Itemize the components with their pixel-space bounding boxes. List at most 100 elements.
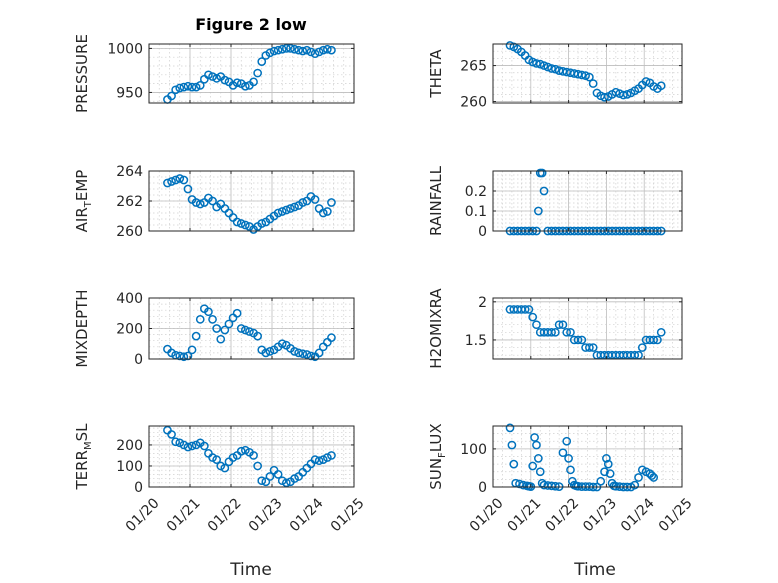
sun_flux-data-point <box>605 469 615 479</box>
sun_flux-data-point <box>562 436 572 446</box>
terr_msl-axes-frame <box>148 425 355 488</box>
pressure-data-point <box>208 72 217 81</box>
theta-data-point <box>622 90 632 99</box>
terr_msl-data-point <box>290 474 299 483</box>
terr_msl-data-point <box>216 461 226 471</box>
mixdepth-data-point <box>327 333 336 342</box>
mixdepth-data-point <box>216 334 226 344</box>
air_temp-data-point <box>290 202 299 212</box>
sun_flux-x-tick-label: 01/20 <box>467 495 507 535</box>
mixdepth-data-point <box>261 348 271 358</box>
terr_msl-data-point <box>241 445 250 455</box>
mixdepth-data-point <box>212 324 221 333</box>
terr_msl-data-point <box>200 441 209 451</box>
air_temp-data-point <box>171 175 180 185</box>
pressure-data-point <box>171 85 180 95</box>
mixdepth-data-point <box>290 347 299 356</box>
pressure-data-point <box>249 77 258 87</box>
mixdepth-data-point <box>183 351 193 361</box>
air_temp-data-point <box>310 195 320 204</box>
mixdepth-data-point <box>241 325 250 335</box>
terr_msl-data-point <box>236 446 246 456</box>
terr_msl-x-tick-label: 01/21 <box>164 495 204 535</box>
mixdepth-data-point <box>253 331 262 341</box>
mixdepth-data-point <box>204 307 213 317</box>
mixdepth-data-point <box>232 308 242 318</box>
pressure-data-point <box>282 44 291 53</box>
h2omixra-data-point <box>532 320 541 330</box>
terr_msl-data-point <box>282 478 291 488</box>
terr_msl-data-point <box>212 455 221 465</box>
sun_flux-data-point <box>649 473 659 482</box>
h2omixra-data-point <box>649 335 659 345</box>
sun_flux-data-point <box>551 481 560 491</box>
h2omixra-data-point <box>547 327 556 337</box>
terr_msl-data-point <box>257 476 267 486</box>
h2omixra-data-point <box>554 320 564 330</box>
mixdepth-data-point <box>277 339 287 349</box>
mixdepth-data-point <box>191 331 201 341</box>
terr_msl-data-point <box>277 476 287 486</box>
air_temp-data-point <box>232 217 242 227</box>
pressure-data-point <box>183 81 193 91</box>
pressure-y-tick-label: 950 <box>116 85 143 101</box>
pressure-data-point <box>253 68 262 78</box>
air_temp-data-point <box>277 207 287 216</box>
theta-y-tick-label: 265 <box>460 59 487 75</box>
sun_flux-data-point <box>535 467 545 477</box>
terr_msl-data-point <box>191 440 201 450</box>
mixdepth-data-point <box>187 345 197 355</box>
air_temp-data-point <box>323 207 332 216</box>
rainfall-data-point <box>534 206 543 216</box>
terr_msl-data-point <box>318 455 328 465</box>
theta-data-point <box>585 72 594 82</box>
air_temp-data-point <box>236 219 246 228</box>
mixdepth-data-point <box>245 327 254 336</box>
mixdepth-data-point <box>294 348 303 358</box>
mixdepth-data-point <box>195 315 205 324</box>
mixdepth-data-point <box>302 350 312 359</box>
terr_msl-x-tick-label: 01/23 <box>246 495 286 535</box>
pressure-series <box>163 44 336 104</box>
terr_msl-data-point <box>323 453 332 462</box>
h2omixra-data-point <box>588 343 598 352</box>
terr_msl-data-point <box>220 463 230 473</box>
theta-data-point <box>581 71 590 81</box>
terr_msl-data-point <box>175 438 185 448</box>
air_temp-data-point <box>241 220 250 230</box>
pressure-data-point <box>302 45 312 55</box>
sun_flux-data-point <box>558 448 568 458</box>
sun_flux-data-point <box>528 461 538 471</box>
air_temp-data-point <box>167 177 176 186</box>
pressure-data-point <box>232 78 242 88</box>
mixdepth-y-axis-label: MIXDEPTH <box>73 289 91 367</box>
sun_flux-data-point <box>647 471 657 480</box>
terr_msl-data-point <box>249 451 258 460</box>
sun_flux-data-point <box>530 433 539 442</box>
pressure-data-point <box>294 45 303 55</box>
sun_flux-x-tick-label: 01/24 <box>618 495 658 535</box>
mixdepth-data-point <box>179 352 189 362</box>
pressure-data-point <box>212 73 221 83</box>
theta-data-point <box>543 62 553 72</box>
air_temp-data-point <box>163 178 172 188</box>
pressure-data-point <box>286 44 295 53</box>
terr_msl-data-point <box>187 441 197 451</box>
pressure-data-point <box>265 48 275 58</box>
sun_flux-data-point <box>534 454 543 463</box>
mixdepth-y-tick-label: 0 <box>134 352 143 368</box>
pressure-data-point <box>179 82 189 92</box>
sun_flux-data-point <box>630 480 640 490</box>
mixdepth-data-point <box>220 325 230 335</box>
sun_flux-axes-frame <box>492 425 683 488</box>
pressure-data-point <box>298 46 308 56</box>
x-axis-label-right: Time <box>573 560 616 580</box>
theta-data-point <box>619 90 628 100</box>
h2omixra-data-point <box>585 343 594 352</box>
terr_msl-data-point <box>183 442 193 452</box>
terr_msl-data-point <box>179 440 189 450</box>
h2omixra-data-point <box>656 327 666 337</box>
pressure-data-point <box>327 45 336 55</box>
pressure-y-axis-label: PRESSURE <box>73 34 91 113</box>
h2omixra-y-tick-label: 1.5 <box>465 333 487 349</box>
